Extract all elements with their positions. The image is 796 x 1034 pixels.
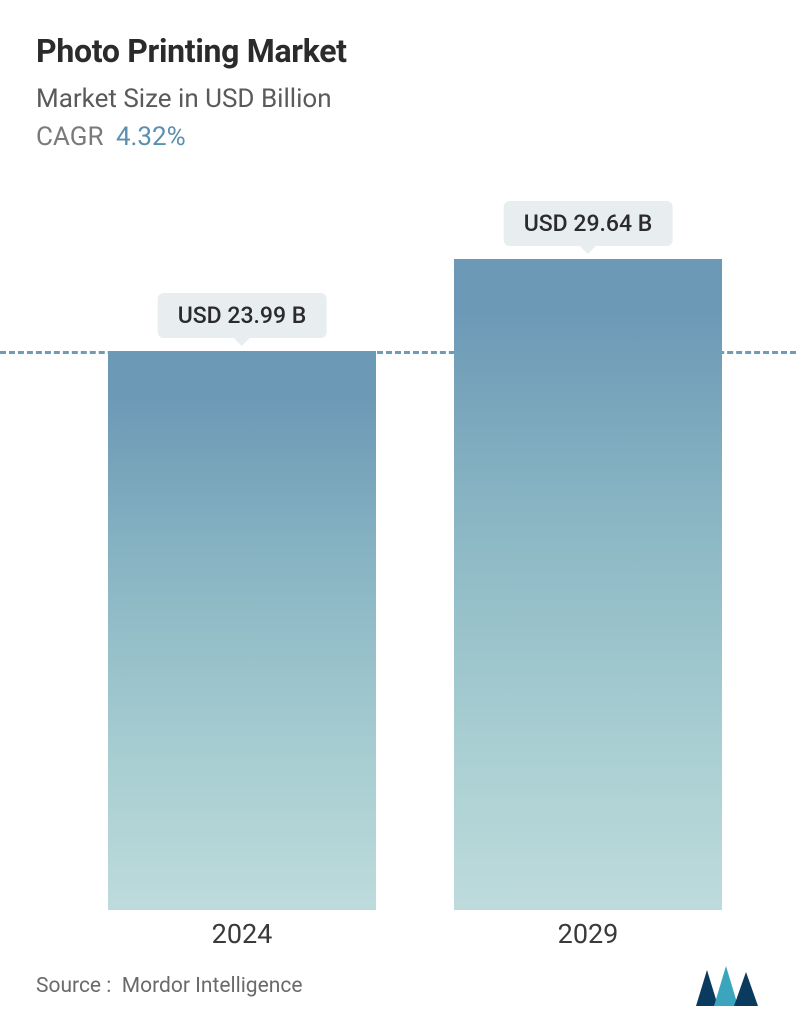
footer: Source : Mordor Intelligence [36,966,760,1006]
chart-title: Photo Printing Market [36,32,760,70]
bar-body [108,351,376,910]
bar-2029: USD 29.64 B [454,259,722,910]
bar-2024: USD 23.99 B [108,351,376,910]
chart-container: Photo Printing Market Market Size in USD… [0,0,796,1034]
chart-area: USD 23.99 B USD 29.64 B [0,210,796,910]
chart-subtitle: Market Size in USD Billion [36,84,760,114]
value-badge: USD 29.64 B [504,201,673,246]
cagr-label: CAGR [36,122,103,152]
value-badge: USD 23.99 B [158,293,327,338]
source-name: Mordor Intelligence [122,974,303,998]
x-label-2024: 2024 [108,918,376,950]
x-axis: 2024 2029 [0,918,796,968]
bar-body [454,259,722,910]
bars-group: USD 23.99 B USD 29.64 B [0,210,796,910]
mordor-logo-icon [696,966,760,1006]
cagr-row: CAGR 4.32% [36,122,760,152]
source-label: Source : [36,974,111,998]
source-text: Source : Mordor Intelligence [36,974,302,998]
x-label-2029: 2029 [454,918,722,950]
cagr-value: 4.32% [116,122,186,152]
